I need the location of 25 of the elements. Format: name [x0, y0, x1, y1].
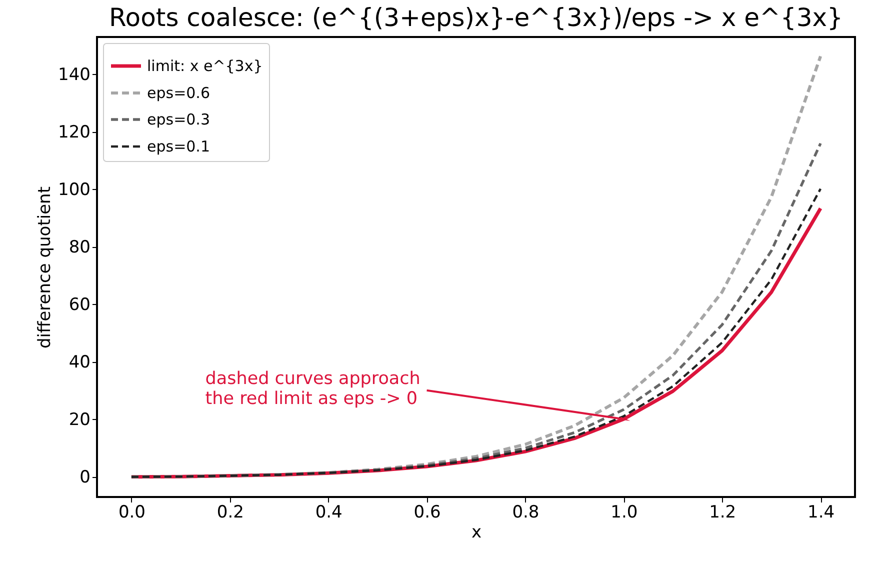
y-tick-label: 20 [68, 410, 90, 430]
y-tick-label: 40 [68, 352, 90, 372]
y-tick-label: 140 [58, 64, 90, 85]
x-tick-label: 0.0 [118, 502, 146, 522]
x-tick-label: 1.2 [709, 502, 736, 522]
legend-label: eps=0.6 [147, 84, 210, 102]
y-tick-label: 120 [58, 122, 90, 142]
y-axis-title: difference quotient [35, 186, 56, 348]
legend-label: eps=0.1 [147, 138, 210, 156]
y-tick-label: 100 [58, 180, 90, 200]
x-tick-label: 1.4 [808, 502, 835, 522]
x-tick-label: 0.4 [315, 502, 342, 522]
x-tick-label: 0.6 [414, 502, 441, 522]
y-tick-label: 0 [80, 467, 90, 488]
legend-label: limit: x e^{3x} [147, 57, 263, 75]
chart-title: Roots coalesce: (e^{(3+eps)x}-e^{3x})/eps -> x e^{3x} [109, 3, 843, 32]
line-series [130, 54, 822, 478]
x-tick-label: 0.8 [512, 502, 540, 522]
annotation: dashed curves approach the red limit as eps -> 0 [205, 368, 420, 409]
x-tick-label: 0.2 [216, 502, 244, 522]
x-axis-title: x [471, 522, 482, 542]
x-tick-label: 1.0 [610, 502, 638, 522]
legend-label: eps=0.3 [147, 110, 210, 128]
y-tick-label: 60 [68, 294, 90, 315]
y-tick-label: 80 [68, 237, 90, 258]
